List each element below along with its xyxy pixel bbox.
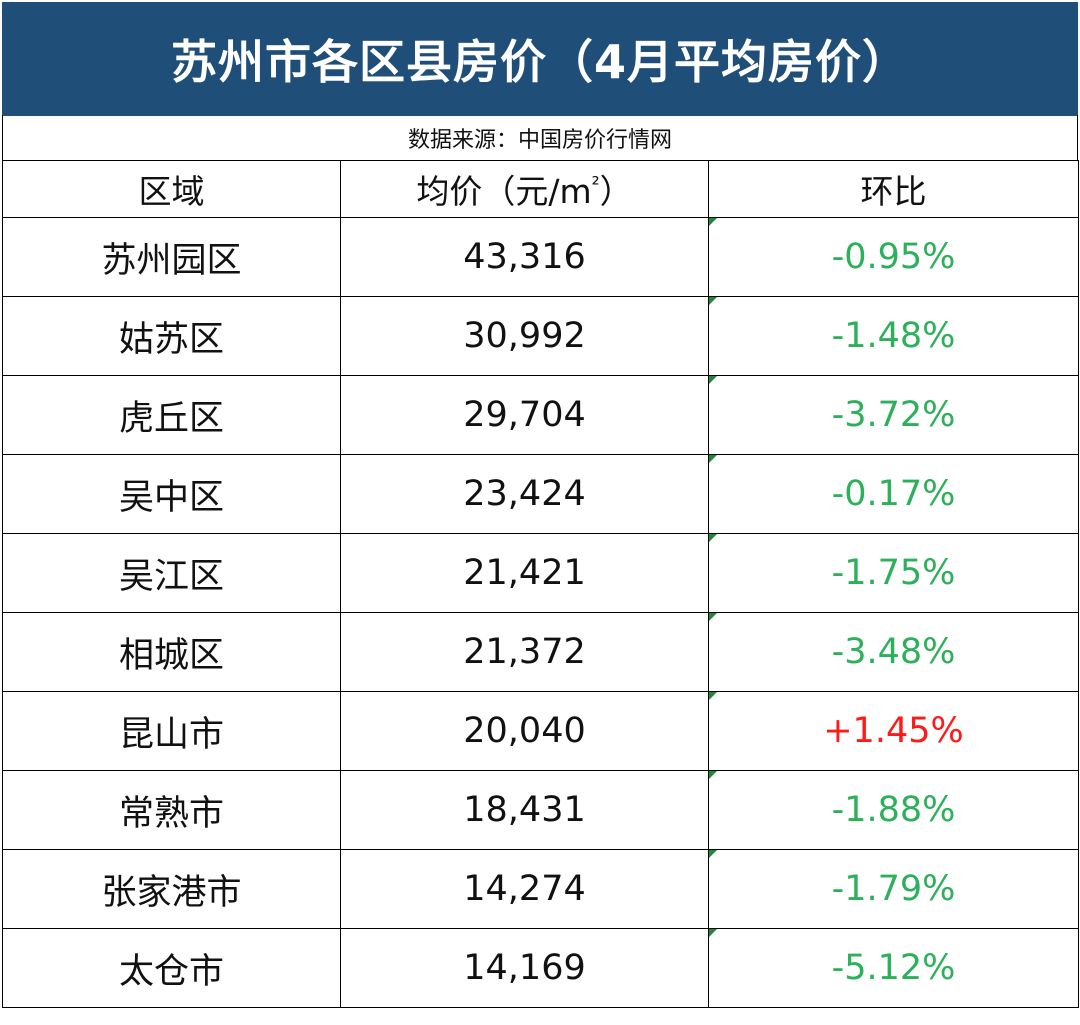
change-value: -5.12% xyxy=(831,948,956,988)
price-cell: 43,316 xyxy=(340,217,709,297)
price-cell: 20,040 xyxy=(340,691,709,771)
region-cell: 吴中区 xyxy=(2,454,341,534)
region-cell: 吴江区 xyxy=(2,533,341,613)
change-value: -1.79% xyxy=(831,869,956,909)
header-change: 环比 xyxy=(708,160,1079,218)
region-cell: 姑苏区 xyxy=(2,296,341,376)
table-row: 昆山市 20,040 +1.45% xyxy=(2,691,1079,771)
change-cell: -1.88% xyxy=(708,770,1079,850)
table-row: 吴江区 21,421 -1.75% xyxy=(2,533,1079,613)
region-cell: 张家港市 xyxy=(2,849,341,929)
table-row: 相城区 21,372 -3.48% xyxy=(2,612,1079,692)
cell-flag-icon xyxy=(709,692,717,700)
price-cell: 23,424 xyxy=(340,454,709,534)
change-cell: -3.72% xyxy=(708,375,1079,455)
change-cell: +1.45% xyxy=(708,691,1079,771)
cell-flag-icon xyxy=(709,534,717,542)
table-row: 吴中区 23,424 -0.17% xyxy=(2,454,1079,534)
region-cell: 虎丘区 xyxy=(2,375,341,455)
change-value: -0.17% xyxy=(831,474,956,514)
region-cell: 常熟市 xyxy=(2,770,341,850)
cell-flag-icon xyxy=(709,613,717,621)
change-cell: -0.95% xyxy=(708,217,1079,297)
change-value: -1.88% xyxy=(831,790,956,830)
table-row: 张家港市 14,274 -1.79% xyxy=(2,849,1079,929)
change-value: -1.48% xyxy=(831,316,956,356)
price-cell: 30,992 xyxy=(340,296,709,376)
cell-flag-icon xyxy=(709,850,717,858)
table-row: 太仓市 14,169 -5.12% xyxy=(2,928,1079,1008)
header-price-prefix: 均价（元/m xyxy=(416,172,592,211)
change-value: -3.72% xyxy=(831,395,956,435)
cell-flag-icon xyxy=(709,218,717,226)
price-table: 区域 均价（元/m²） 环比 苏州园区 43,316 -0.95% 姑苏区 30,992… xyxy=(2,160,1079,1008)
header-price-sup: ² xyxy=(591,172,600,196)
header-region: 区域 xyxy=(2,160,341,218)
change-value: -1.75% xyxy=(831,553,956,593)
cell-flag-icon xyxy=(709,771,717,779)
header-price: 均价（元/m²） xyxy=(340,160,709,218)
table-row: 姑苏区 30,992 -1.48% xyxy=(2,296,1079,376)
table-row: 虎丘区 29,704 -3.72% xyxy=(2,375,1079,455)
price-cell: 14,274 xyxy=(340,849,709,929)
region-cell: 昆山市 xyxy=(2,691,341,771)
cell-flag-icon xyxy=(709,455,717,463)
region-cell: 太仓市 xyxy=(2,928,341,1008)
cell-flag-icon xyxy=(709,297,717,305)
change-cell: -1.48% xyxy=(708,296,1079,376)
header-price-suffix: ） xyxy=(599,172,633,211)
region-cell: 苏州园区 xyxy=(2,217,341,297)
price-cell: 29,704 xyxy=(340,375,709,455)
data-source-note: 数据来源：中国房价行情网 xyxy=(2,115,1078,161)
table-title: 苏州市各区县房价（4月平均房价） xyxy=(2,2,1078,116)
table-row: 苏州园区 43,316 -0.95% xyxy=(2,217,1079,297)
price-cell: 21,372 xyxy=(340,612,709,692)
table-row: 常熟市 18,431 -1.88% xyxy=(2,770,1079,850)
change-value: -3.48% xyxy=(831,632,956,672)
region-cell: 相城区 xyxy=(2,612,341,692)
change-cell: -1.79% xyxy=(708,849,1079,929)
change-value: -0.95% xyxy=(831,237,956,277)
price-cell: 21,421 xyxy=(340,533,709,613)
change-cell: -0.17% xyxy=(708,454,1079,534)
header-row: 区域 均价（元/m²） 环比 xyxy=(2,160,1079,218)
price-cell: 18,431 xyxy=(340,770,709,850)
cell-flag-icon xyxy=(709,376,717,384)
price-cell: 14,169 xyxy=(340,928,709,1008)
change-cell: -5.12% xyxy=(708,928,1079,1008)
change-value: +1.45% xyxy=(823,711,964,751)
change-cell: -3.48% xyxy=(708,612,1079,692)
cell-flag-icon xyxy=(709,929,717,937)
change-cell: -1.75% xyxy=(708,533,1079,613)
